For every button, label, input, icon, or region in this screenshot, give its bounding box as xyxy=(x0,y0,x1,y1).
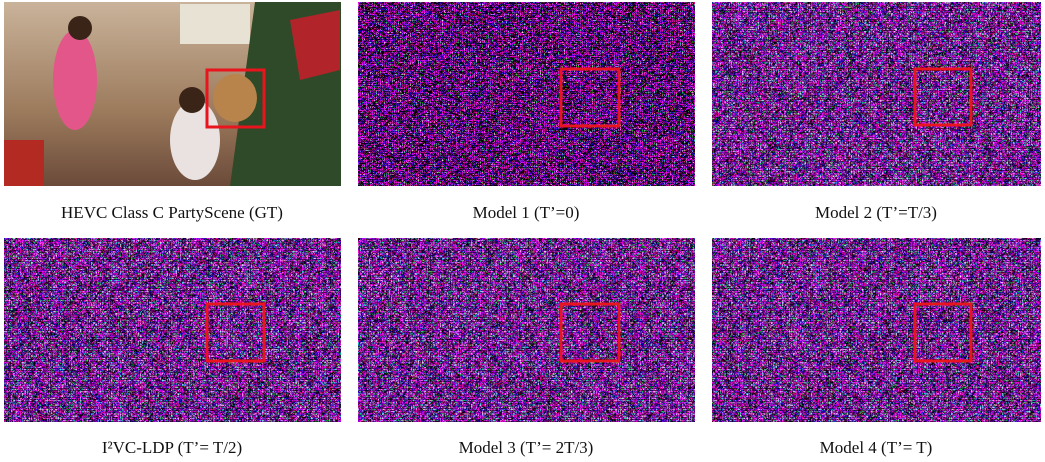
caption: Model 2 (T’=T/3) xyxy=(815,203,937,222)
image-panel xyxy=(358,238,695,422)
image-panel xyxy=(4,2,341,186)
figure: HEVC Class C PartyScene (GT) Model 1 (T’… xyxy=(0,0,1045,462)
caption: Model 3 (T’= 2T/3) xyxy=(459,438,594,457)
image-panel xyxy=(712,238,1041,422)
caption: HEVC Class C PartyScene (GT) xyxy=(61,203,283,222)
caption: Model 4 (T’= T) xyxy=(820,438,933,457)
caption: I²VC-LDP (T’= T/2) xyxy=(102,438,242,457)
image-panel xyxy=(712,2,1041,186)
image-panel xyxy=(4,238,341,422)
image-panel xyxy=(358,2,695,186)
caption: Model 1 (T’=0) xyxy=(473,203,580,222)
